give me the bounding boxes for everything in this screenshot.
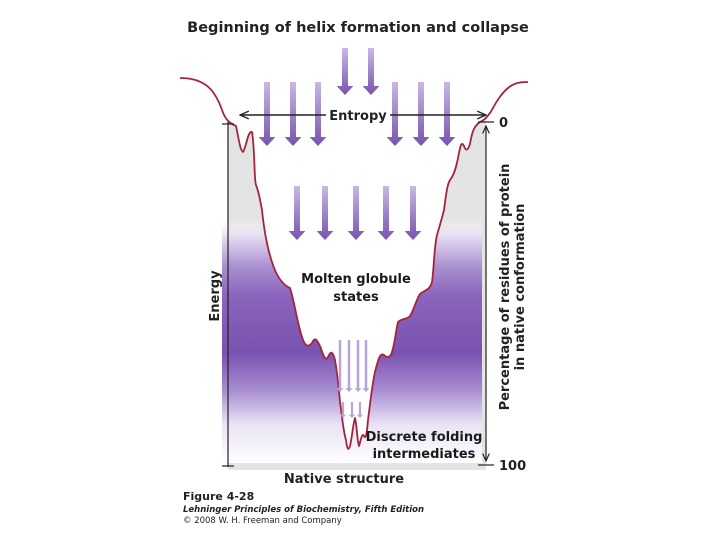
entropy-axis: Entropy bbox=[240, 105, 486, 125]
energy-axis: Energy bbox=[208, 122, 234, 467]
collapse-arrow bbox=[404, 186, 422, 240]
folding-arrow bbox=[345, 340, 353, 392]
funnel-outline bbox=[179, 77, 529, 450]
molten-globule-label: Molten globule bbox=[301, 272, 411, 287]
discrete-intermediates-label: Discrete folding bbox=[366, 430, 483, 445]
folding-arrow bbox=[362, 340, 370, 392]
molten-globule-label-line2: states bbox=[333, 290, 379, 305]
folding-arrow bbox=[348, 402, 356, 418]
collapse-arrow bbox=[288, 186, 306, 240]
copyright-line: © 2008 W. H. Freeman and Company bbox=[183, 516, 342, 526]
collapse-arrow bbox=[309, 82, 327, 146]
figure-caption: Figure 4-28 Lehninger Principles of Bioc… bbox=[183, 490, 424, 526]
molten-globule-shading bbox=[222, 218, 482, 463]
percentage-axis: 0 100 Percentage of residues of protein … bbox=[478, 116, 528, 474]
scale-top-value: 0 bbox=[499, 116, 508, 131]
collapse-arrow bbox=[362, 48, 380, 95]
collapse-arrow bbox=[347, 186, 365, 240]
collapse-arrow bbox=[377, 186, 395, 240]
folding-arrow bbox=[354, 340, 362, 392]
scale-bottom-value: 100 bbox=[499, 459, 526, 474]
energy-label: Energy bbox=[208, 270, 223, 322]
folding-arrow bbox=[339, 402, 347, 418]
discrete-intermediates-label-line2: intermediates bbox=[373, 447, 476, 462]
percentage-label-line2: in native conformation bbox=[513, 204, 528, 371]
native-structure-label: Native structure bbox=[284, 472, 404, 487]
folding-arrow bbox=[336, 340, 344, 392]
collapse-arrow bbox=[336, 48, 354, 95]
collapse-arrow bbox=[438, 82, 456, 146]
book-title: Lehninger Principles of Biochemistry, Fi… bbox=[183, 505, 424, 515]
collapse-arrow bbox=[258, 82, 276, 146]
diagram-title: Beginning of helix formation and collaps… bbox=[187, 20, 529, 36]
percentage-label-line1: Percentage of residues of protein bbox=[498, 164, 513, 411]
figure-number: Figure 4-28 bbox=[183, 490, 254, 503]
entropy-label: Entropy bbox=[329, 109, 387, 124]
folding-arrow bbox=[356, 402, 364, 418]
collapse-arrow bbox=[412, 82, 430, 146]
collapse-arrow bbox=[284, 82, 302, 146]
collapse-arrow bbox=[316, 186, 334, 240]
